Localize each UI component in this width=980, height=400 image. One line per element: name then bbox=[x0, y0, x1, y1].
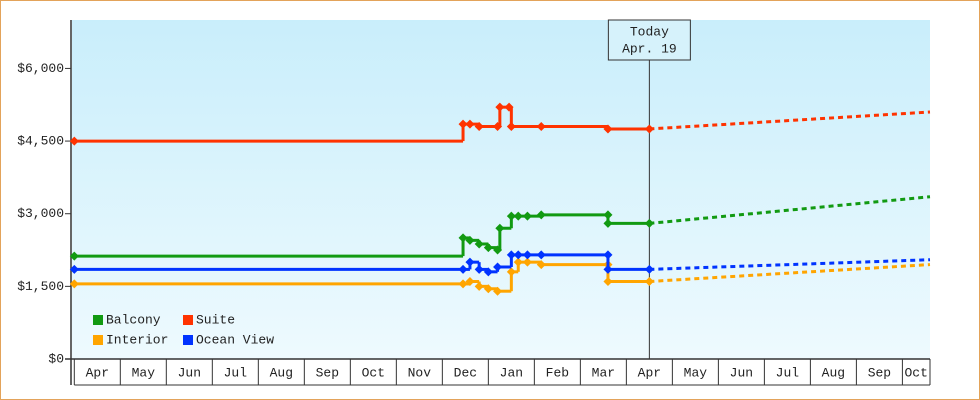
data-point bbox=[474, 239, 484, 249]
data-point bbox=[458, 233, 468, 243]
data-point bbox=[603, 277, 613, 287]
data-point bbox=[495, 102, 505, 112]
x-tick-label: Oct bbox=[362, 365, 385, 380]
x-tick-label: Jun bbox=[178, 365, 201, 380]
data-point bbox=[603, 264, 613, 274]
forecast-line bbox=[649, 258, 931, 271]
today-label: Apr. 19 bbox=[622, 41, 677, 56]
x-tick-label: Jun bbox=[730, 365, 753, 380]
data-point bbox=[506, 122, 516, 132]
plot-background bbox=[72, 20, 930, 359]
y-tick-label: $0 bbox=[48, 351, 64, 366]
x-tick-label: Sep bbox=[316, 365, 339, 380]
x-tick-label: Feb bbox=[546, 365, 569, 380]
x-tick-label: Apr bbox=[86, 365, 109, 380]
forecast-line bbox=[649, 110, 931, 131]
data-point bbox=[493, 286, 503, 296]
x-tick-label: Aug bbox=[822, 365, 845, 380]
data-point bbox=[69, 279, 79, 289]
data-point bbox=[522, 257, 532, 267]
y-tick-label: $1,500 bbox=[17, 279, 64, 294]
data-point bbox=[644, 277, 654, 287]
data-point bbox=[465, 235, 475, 245]
chart-layer: $0 $1,500 $3,000 $4,500 $6,000 Apr May Jun Jul Au… bbox=[17, 19, 931, 386]
data-point bbox=[536, 210, 546, 220]
x-tick-label: Aug bbox=[270, 365, 293, 380]
x-tick-label: Dec bbox=[454, 365, 477, 380]
x-tick-label: Jul bbox=[224, 365, 248, 380]
data-point bbox=[474, 122, 484, 132]
data-point bbox=[513, 211, 523, 221]
data-point bbox=[504, 102, 514, 112]
forecast-line bbox=[649, 195, 931, 225]
data-point bbox=[536, 260, 546, 270]
x-tick-label: May bbox=[684, 365, 708, 380]
data-point bbox=[483, 243, 493, 253]
y-tick-label: $4,500 bbox=[17, 134, 64, 149]
data-point bbox=[69, 264, 79, 274]
data-point bbox=[513, 250, 523, 260]
data-point bbox=[603, 218, 613, 228]
data-point bbox=[493, 122, 503, 132]
data-point bbox=[603, 250, 613, 260]
data-point bbox=[506, 211, 516, 221]
legend-swatch bbox=[93, 315, 103, 325]
data-point bbox=[536, 122, 546, 132]
data-point bbox=[493, 262, 503, 272]
x-tick-label: Sep bbox=[868, 365, 891, 380]
data-point bbox=[474, 264, 484, 274]
data-point bbox=[493, 245, 503, 255]
data-point bbox=[458, 279, 468, 289]
legend-swatch bbox=[183, 335, 193, 345]
data-point bbox=[483, 267, 493, 277]
x-tick-label: Nov bbox=[408, 365, 432, 380]
legend-swatch bbox=[93, 335, 103, 345]
legend-label: Ocean View bbox=[196, 332, 274, 347]
data-point bbox=[522, 211, 532, 221]
forecast-line bbox=[649, 263, 931, 284]
series bbox=[69, 195, 931, 261]
x-tick-label: Mar bbox=[592, 365, 615, 380]
data-point bbox=[465, 277, 475, 287]
legend-label: Balcony bbox=[106, 312, 161, 327]
data-point bbox=[458, 264, 468, 274]
data-point bbox=[603, 124, 613, 134]
data-point bbox=[506, 250, 516, 260]
series bbox=[69, 250, 931, 277]
data-point bbox=[506, 267, 516, 277]
today-label: Today bbox=[630, 24, 669, 39]
data-point bbox=[603, 210, 613, 220]
data-point bbox=[465, 119, 475, 129]
data-point bbox=[69, 136, 79, 146]
data-point bbox=[483, 284, 493, 294]
legend-swatch bbox=[183, 315, 193, 325]
data-point bbox=[644, 124, 654, 134]
x-tick-label: Apr bbox=[638, 365, 661, 380]
y-tick-label: $6,000 bbox=[17, 61, 64, 76]
data-point bbox=[644, 218, 654, 228]
data-point bbox=[465, 257, 475, 267]
data-point bbox=[513, 257, 523, 267]
legend-label: Suite bbox=[196, 312, 235, 327]
x-tick-label: Oct bbox=[904, 365, 927, 380]
series bbox=[69, 102, 931, 146]
data-point bbox=[536, 250, 546, 260]
x-tick-label: May bbox=[132, 365, 156, 380]
data-point bbox=[474, 281, 484, 291]
data-point bbox=[69, 251, 79, 261]
data-point bbox=[522, 250, 532, 260]
y-tick-label: $3,000 bbox=[17, 206, 64, 221]
today-box bbox=[607, 19, 691, 61]
data-point bbox=[644, 264, 654, 274]
x-tick-label: Jul bbox=[776, 365, 800, 380]
x-tick-label: Jan bbox=[500, 365, 523, 380]
legend-label: Interior bbox=[106, 332, 168, 347]
data-point bbox=[458, 119, 468, 129]
data-point bbox=[495, 223, 505, 233]
